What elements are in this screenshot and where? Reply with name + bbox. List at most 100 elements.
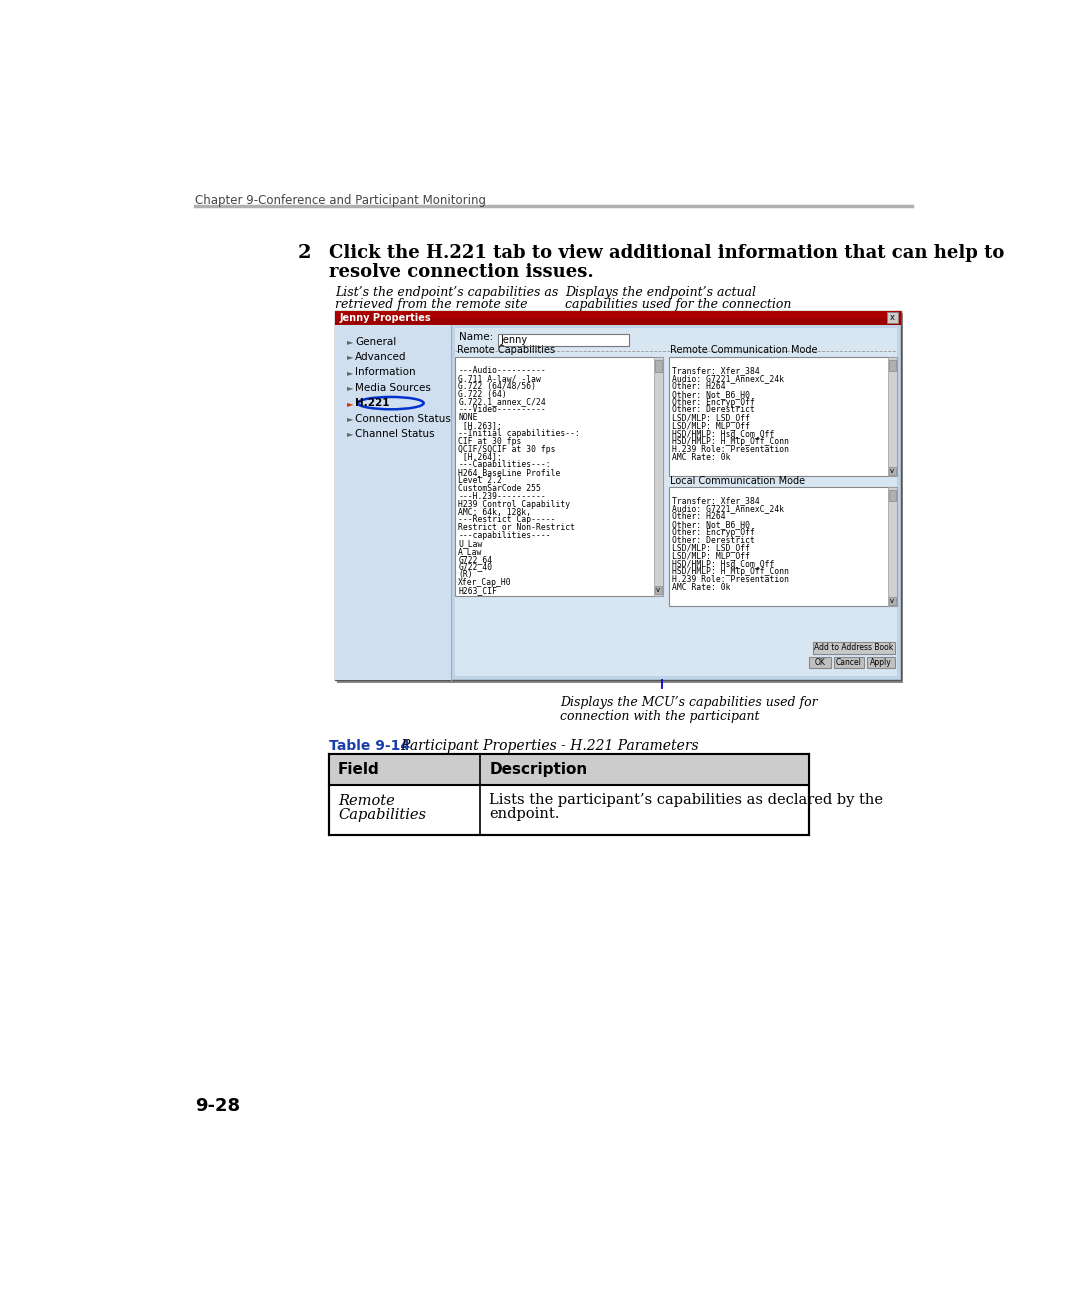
Text: Audio: G7221_AnnexC_24k: Audio: G7221_AnnexC_24k <box>672 504 784 513</box>
Text: Field: Field <box>338 763 380 777</box>
Text: ►: ► <box>348 414 354 423</box>
Text: Add to Address Book: Add to Address Book <box>814 644 893 653</box>
Text: Click the H.221 tab to view additional information that can help to: Click the H.221 tab to view additional i… <box>328 244 1004 263</box>
Text: Xfer_Cap_H0: Xfer_Cap_H0 <box>458 579 512 588</box>
Text: Name:: Name: <box>459 332 494 342</box>
Text: 2: 2 <box>298 244 311 263</box>
Text: Other: Encryp_Off: Other: Encryp_Off <box>672 528 755 537</box>
Text: Advanced: Advanced <box>355 351 406 362</box>
Text: LSD/MLP: MLP_Off: LSD/MLP: MLP_Off <box>672 421 750 430</box>
Text: Level 2.2: Level 2.2 <box>458 477 502 485</box>
Bar <box>889 357 896 477</box>
Bar <box>328 755 809 785</box>
Text: 9-28: 9-28 <box>195 1097 241 1114</box>
Text: LSD/MLP: LSD_Off: LSD/MLP: LSD_Off <box>672 543 750 552</box>
Text: HSD/HMLP: H_Mlp_Off_Conn: HSD/HMLP: H_Mlp_Off_Conn <box>672 567 789 576</box>
Bar <box>335 325 451 680</box>
Bar <box>887 312 897 323</box>
Text: LSD/MLP: MLP_Off: LSD/MLP: MLP_Off <box>672 551 750 560</box>
Text: ►: ► <box>348 430 354 439</box>
Bar <box>498 334 630 346</box>
Text: G.722 (64/48/56): G.722 (64/48/56) <box>458 381 536 390</box>
Text: Other: H264: Other: H264 <box>672 512 726 521</box>
Bar <box>337 313 903 683</box>
Text: G722_64: G722_64 <box>458 555 492 564</box>
Bar <box>889 468 896 474</box>
Text: Audio: G7221_AnnexC_24k: Audio: G7221_AnnexC_24k <box>672 374 784 383</box>
Text: Apply: Apply <box>869 658 891 667</box>
Text: v: v <box>890 468 894 474</box>
Text: capabilities used for the connection: capabilities used for the connection <box>565 298 792 311</box>
Text: List’s the endpoint’s capabilities as: List’s the endpoint’s capabilities as <box>335 286 558 299</box>
Bar <box>889 490 896 502</box>
Text: endpoint.: endpoint. <box>489 807 559 820</box>
Text: H264_BaseLine Profile: H264_BaseLine Profile <box>458 469 561 477</box>
Text: x: x <box>890 313 894 323</box>
Text: U_Law: U_Law <box>458 539 483 549</box>
Text: Remote Communication Mode: Remote Communication Mode <box>671 345 818 355</box>
Text: Remote Capabilities: Remote Capabilities <box>457 345 555 355</box>
Text: ►: ► <box>348 353 354 362</box>
Text: H263_CIF: H263_CIF <box>458 586 497 596</box>
Text: QCIF/SQCIF at 30 fps: QCIF/SQCIF at 30 fps <box>458 445 556 453</box>
Bar <box>335 317 901 325</box>
Text: HSD/HMLP: Hsd_Com_Off: HSD/HMLP: Hsd_Com_Off <box>672 428 774 438</box>
Bar <box>669 357 896 477</box>
Bar <box>889 597 896 605</box>
Text: [H.264]:: [H.264]: <box>458 453 502 461</box>
Text: (R): (R) <box>458 571 473 580</box>
Text: ►: ► <box>348 368 354 377</box>
Text: HSD/HMLP: H_Mlp_Off_Conn: HSD/HMLP: H_Mlp_Off_Conn <box>672 436 789 445</box>
Text: Other: Encryp_Off: Other: Encryp_Off <box>672 397 755 406</box>
Bar <box>866 657 894 667</box>
Text: Displays the MCU’s capabilities used for: Displays the MCU’s capabilities used for <box>559 696 818 709</box>
Text: ---Audio----------: ---Audio---------- <box>458 366 545 375</box>
Text: Cancel: Cancel <box>836 658 862 667</box>
Text: [H.263]:: [H.263]: <box>458 421 502 430</box>
Text: v: v <box>656 588 660 593</box>
Text: connection with the participant: connection with the participant <box>559 709 759 722</box>
Bar <box>335 311 901 680</box>
Text: AMC Rate: 0k: AMC Rate: 0k <box>672 453 730 461</box>
Text: Remote: Remote <box>338 794 395 808</box>
Text: CIF at 30 fps: CIF at 30 fps <box>458 436 522 445</box>
Text: ►: ► <box>348 383 354 392</box>
Text: AMC Rate: 0k: AMC Rate: 0k <box>672 582 730 592</box>
Bar <box>335 311 901 325</box>
Text: Other: Not_B6_H0: Other: Not_B6_H0 <box>672 389 750 398</box>
Bar <box>813 641 894 654</box>
Text: Capabilities: Capabilities <box>338 808 426 823</box>
Text: H239 Control Capability: H239 Control Capability <box>458 500 570 508</box>
Text: Displays the endpoint’s actual: Displays the endpoint’s actual <box>565 286 756 299</box>
Text: G722_40: G722_40 <box>458 563 492 572</box>
Text: General: General <box>355 337 396 346</box>
Text: Connection Status: Connection Status <box>355 414 451 423</box>
Text: ►: ► <box>348 398 354 407</box>
Bar <box>654 360 662 372</box>
Text: ---Video----------: ---Video---------- <box>458 405 545 414</box>
Bar <box>455 357 663 596</box>
Text: Channel Status: Channel Status <box>355 428 435 439</box>
Text: Restrict or Non-Restrict: Restrict or Non-Restrict <box>458 524 576 533</box>
Text: Other: Not_B6_H0: Other: Not_B6_H0 <box>672 520 750 529</box>
Bar <box>809 657 831 667</box>
Bar <box>654 586 662 594</box>
Text: retrieved from the remote site: retrieved from the remote site <box>335 298 527 311</box>
Bar <box>669 487 896 606</box>
Text: H.221: H.221 <box>355 398 390 407</box>
Text: NONE: NONE <box>458 413 477 422</box>
Text: Other: Derestrict: Other: Derestrict <box>672 535 755 545</box>
Text: Description: Description <box>489 763 588 777</box>
Bar <box>834 657 864 667</box>
Text: LSD/MLP: LSD_Off: LSD/MLP: LSD_Off <box>672 413 750 422</box>
Text: Other: H264: Other: H264 <box>672 381 726 390</box>
Text: ►: ► <box>348 337 354 346</box>
Text: AMC: 64k, 128k,: AMC: 64k, 128k, <box>458 508 531 517</box>
Bar <box>889 487 896 606</box>
Text: v: v <box>890 598 894 603</box>
Text: HSD/HMLP: Hsd_Com_Off: HSD/HMLP: Hsd_Com_Off <box>672 559 774 568</box>
Text: ---Capabilities---:: ---Capabilities---: <box>458 461 551 469</box>
Text: ---H.239----------: ---H.239---------- <box>458 492 545 500</box>
Text: Media Sources: Media Sources <box>355 383 431 393</box>
Text: Transfer: Xfer_384: Transfer: Xfer_384 <box>672 366 759 375</box>
